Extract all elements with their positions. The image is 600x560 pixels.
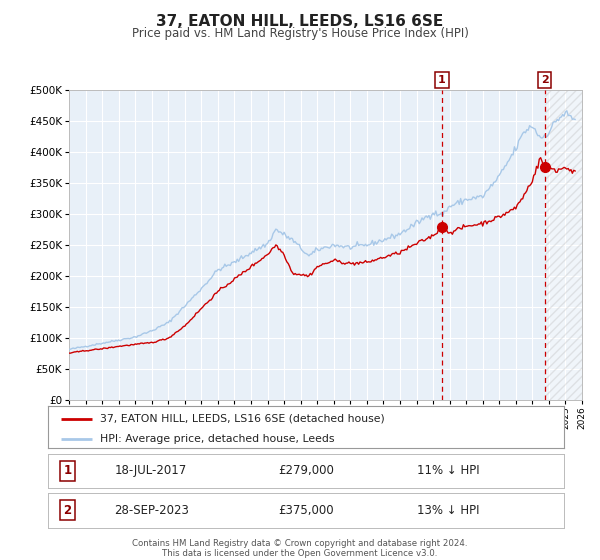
Text: 1: 1 — [64, 464, 71, 478]
Text: 37, EATON HILL, LEEDS, LS16 6SE (detached house): 37, EATON HILL, LEEDS, LS16 6SE (detache… — [100, 414, 385, 423]
Text: HPI: Average price, detached house, Leeds: HPI: Average price, detached house, Leed… — [100, 434, 334, 444]
Text: 18-JUL-2017: 18-JUL-2017 — [115, 464, 187, 478]
Text: 13% ↓ HPI: 13% ↓ HPI — [416, 503, 479, 517]
Text: 2: 2 — [64, 503, 71, 517]
Text: This data is licensed under the Open Government Licence v3.0.: This data is licensed under the Open Gov… — [163, 549, 437, 558]
Text: 11% ↓ HPI: 11% ↓ HPI — [416, 464, 479, 478]
Text: 1: 1 — [438, 75, 446, 85]
Text: 2: 2 — [541, 75, 548, 85]
Text: Price paid vs. HM Land Registry's House Price Index (HPI): Price paid vs. HM Land Registry's House … — [131, 27, 469, 40]
Text: 37, EATON HILL, LEEDS, LS16 6SE: 37, EATON HILL, LEEDS, LS16 6SE — [157, 14, 443, 29]
Text: £375,000: £375,000 — [278, 503, 334, 517]
Text: £279,000: £279,000 — [278, 464, 334, 478]
Text: Contains HM Land Registry data © Crown copyright and database right 2024.: Contains HM Land Registry data © Crown c… — [132, 539, 468, 548]
Bar — [545, 90, 582, 400]
Text: 28-SEP-2023: 28-SEP-2023 — [114, 503, 188, 517]
